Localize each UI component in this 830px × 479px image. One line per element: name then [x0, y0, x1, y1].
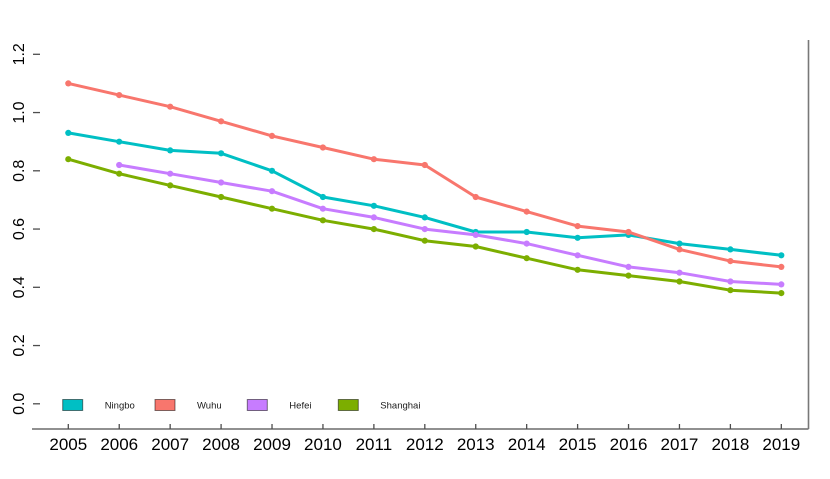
data-point-wuhu-2014 [523, 208, 530, 215]
y-tick-label: 1.0 [11, 101, 28, 123]
data-point-hefei-2016 [625, 263, 632, 270]
data-point-ningbo-2009 [268, 167, 276, 174]
data-point-wuhu-2010 [319, 144, 326, 151]
x-axis: 2005 2006 2007 2008 2009 2010 2011 2012 2013 2014… [32, 424, 809, 454]
data-point-hefei-2014 [523, 240, 530, 247]
y-tick-label: 1.2 [11, 43, 28, 65]
data-point-hefei-2010 [319, 205, 326, 212]
series-line-ningbo [66, 131, 783, 257]
legend-swatch-shanghai [337, 399, 359, 411]
data-point-hefei-2019 [778, 281, 785, 288]
data-point-wuhu-2016 [625, 228, 632, 236]
y-tick-label: 0.0 [11, 393, 28, 415]
data-point-wuhu-2005 [65, 80, 72, 87]
legend-label-hefei: Hefei [289, 401, 311, 412]
data-point-wuhu-2013 [472, 193, 479, 201]
data-point-hefei-2017 [676, 269, 683, 276]
data-point-ningbo-2006 [116, 138, 123, 145]
data-point-shanghai-2009 [268, 205, 276, 212]
y-axis: 0.0 0.2 0.4 0.6 0.8 1.0 1.2 [11, 43, 40, 415]
data-point-wuhu-2008 [218, 118, 225, 125]
x-tick-label: 2019 [762, 435, 800, 454]
data-point-wuhu-2019 [778, 263, 785, 270]
x-tick-label: 2014 [508, 435, 546, 454]
data-point-shanghai-2006 [116, 170, 123, 177]
data-point-wuhu-2017 [676, 246, 683, 253]
legend-swatch-hefei [246, 399, 268, 411]
data-point-shanghai-2010 [319, 217, 326, 224]
data-point-shanghai-2007 [167, 182, 174, 189]
data-point-wuhu-2015 [574, 223, 581, 230]
data-point-ningbo-2017 [676, 240, 683, 247]
y-tick-label: 0.2 [11, 334, 28, 356]
y-tick-label: 0.6 [11, 218, 28, 240]
y-tick-label: 0.8 [11, 160, 28, 182]
x-tick-label: 2008 [202, 435, 240, 454]
x-tick-label: 2005 [49, 435, 87, 454]
data-point-hefei-2006 [116, 161, 123, 169]
x-tick-label: 2017 [661, 435, 699, 454]
legend-swatch-ningbo [62, 399, 84, 411]
data-point-shanghai-2013 [472, 243, 479, 250]
legend-item-shanghai: Shanghai [337, 399, 420, 412]
data-point-shanghai-2018 [727, 287, 734, 294]
data-point-shanghai-2016 [625, 272, 632, 279]
data-point-shanghai-2011 [370, 226, 377, 233]
plot-series [65, 80, 785, 297]
legend-item-hefei: Hefei [246, 399, 311, 412]
data-point-shanghai-2005 [65, 156, 72, 163]
legend-label-wuhu: Wuhu [197, 401, 222, 412]
data-point-wuhu-2007 [167, 103, 174, 110]
data-point-hefei-2013 [472, 231, 479, 238]
data-point-ningbo-2008 [218, 150, 225, 157]
series-line-hefei [117, 163, 783, 286]
x-tick-label: 2011 [356, 435, 393, 454]
x-tick-label: 2016 [610, 435, 648, 454]
data-point-wuhu-2012 [421, 161, 428, 169]
x-tick-label: 2006 [100, 435, 138, 454]
legend: Ningbo Wuhu Hefei Shanghai [62, 399, 420, 412]
x-tick-label: 2010 [304, 435, 342, 454]
data-point-hefei-2012 [421, 226, 428, 233]
data-point-ningbo-2018 [727, 246, 734, 253]
data-point-shanghai-2015 [574, 266, 581, 273]
data-point-ningbo-2019 [778, 252, 785, 259]
data-point-shanghai-2012 [421, 237, 428, 244]
data-point-shanghai-2019 [778, 290, 785, 297]
legend-item-wuhu: Wuhu [154, 399, 222, 412]
legend-swatch-wuhu [154, 399, 176, 411]
legend-label-shanghai: Shanghai [380, 401, 420, 412]
data-point-shanghai-2017 [676, 278, 683, 285]
data-point-wuhu-2009 [268, 132, 276, 139]
data-point-wuhu-2011 [370, 156, 377, 163]
data-point-wuhu-2006 [116, 92, 123, 99]
y-tick-label: 0.4 [11, 276, 28, 298]
data-point-hefei-2009 [268, 188, 276, 195]
data-point-ningbo-2005 [65, 129, 72, 136]
legend-item-ningbo: Ningbo [62, 399, 135, 412]
data-point-shanghai-2008 [218, 193, 225, 201]
data-point-hefei-2018 [727, 278, 734, 285]
x-tick-label: 2009 [253, 435, 291, 454]
legend-label-ningbo: Ningbo [105, 401, 135, 412]
x-tick-label: 2007 [151, 435, 189, 454]
data-point-ningbo-2014 [523, 228, 530, 236]
x-tick-label: 2018 [711, 435, 749, 454]
data-point-ningbo-2012 [421, 214, 428, 221]
data-point-hefei-2015 [574, 252, 581, 259]
data-point-wuhu-2018 [727, 258, 734, 265]
x-tick-label: 2012 [406, 435, 444, 454]
x-tick-label: 2015 [559, 435, 597, 454]
data-point-ningbo-2015 [574, 234, 581, 241]
data-point-ningbo-2011 [370, 202, 377, 209]
data-point-shanghai-2014 [523, 255, 530, 262]
data-point-hefei-2008 [218, 179, 225, 186]
data-point-ningbo-2007 [167, 147, 174, 154]
data-point-hefei-2007 [167, 170, 174, 177]
x-tick-label: 2013 [457, 435, 495, 454]
data-point-hefei-2011 [370, 214, 377, 221]
data-point-ningbo-2010 [319, 193, 326, 201]
